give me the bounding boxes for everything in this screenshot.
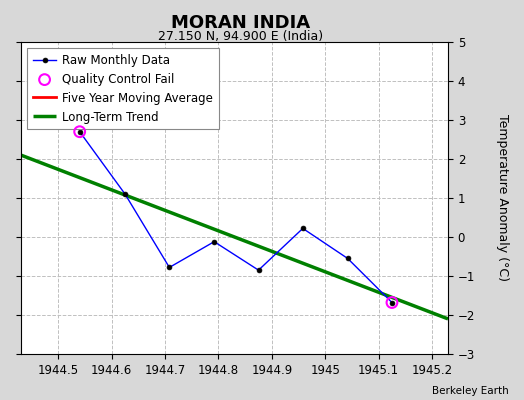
Text: MORAN INDIA: MORAN INDIA [171,14,311,32]
Quality Control Fail [388,299,396,306]
Raw Monthly Data [166,265,172,270]
Raw Monthly Data [300,226,306,231]
Raw Monthly Data [389,300,395,305]
Line: Raw Monthly Data: Raw Monthly Data [77,129,395,305]
Raw Monthly Data [344,256,351,261]
Raw Monthly Data [211,239,217,244]
Quality Control Fail [75,128,84,135]
Raw Monthly Data [122,192,128,196]
Y-axis label: Temperature Anomaly (°C): Temperature Anomaly (°C) [496,114,509,282]
Raw Monthly Data [77,129,83,134]
Text: Berkeley Earth: Berkeley Earth [432,386,508,396]
Text: 27.150 N, 94.900 E (India): 27.150 N, 94.900 E (India) [158,30,324,43]
Legend: Raw Monthly Data, Quality Control Fail, Five Year Moving Average, Long-Term Tren: Raw Monthly Data, Quality Control Fail, … [27,48,219,130]
Raw Monthly Data [255,268,261,272]
